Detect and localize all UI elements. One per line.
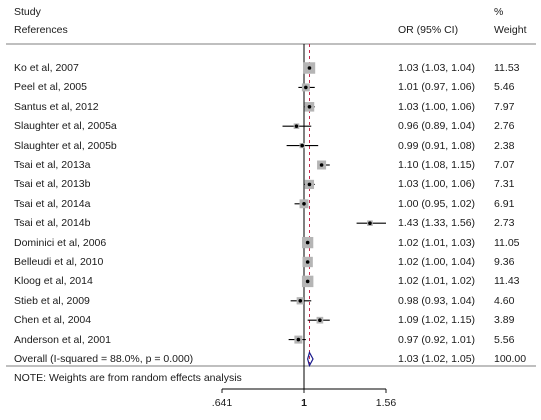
study-label: Tsai et al, 2014b — [14, 217, 91, 230]
or-ci-header: OR (95% CI) — [398, 24, 459, 36]
point-estimate — [304, 85, 308, 90]
weight-header: Weight — [494, 24, 527, 36]
or-ci-value: 1.00 (0.95, 1.02) — [398, 197, 476, 210]
weight-value: 11.05 — [494, 236, 520, 249]
or-ci-value: 1.02 (1.00, 1.04) — [398, 256, 476, 268]
weight-percent-header: % — [494, 6, 504, 18]
x-tick-label: 1 — [301, 397, 307, 409]
study-label: Stieb et al, 2009 — [14, 294, 90, 307]
point-estimate — [318, 318, 322, 323]
point-estimate — [300, 143, 304, 148]
weight-value: 7.97 — [494, 100, 515, 113]
study-label: Dominici et al, 2006 — [14, 236, 107, 249]
point-estimate — [319, 163, 324, 167]
weight-value: 5.46 — [494, 81, 515, 94]
weight-value: 2.38 — [494, 139, 515, 152]
point-estimate — [294, 124, 299, 128]
point-estimate — [305, 279, 310, 284]
study-label: Tsai et al, 2014a — [14, 197, 91, 210]
study-label: Ko et al, 2007 — [14, 62, 79, 74]
point-estimate — [368, 221, 372, 225]
footnote: NOTE: Weights are from random effects an… — [14, 372, 242, 384]
weight-value: 7.31 — [494, 178, 515, 191]
or-ci-value: 0.96 (0.89, 1.04) — [398, 120, 476, 133]
weight-value: 3.89 — [494, 314, 515, 327]
study-label: Santus et al, 2012 — [14, 100, 99, 113]
point-estimate — [302, 202, 306, 206]
or-ci-value: 0.98 (0.93, 1.04) — [398, 294, 476, 307]
study-label: Anderson et al, 2001 — [14, 333, 111, 346]
point-estimate — [307, 105, 312, 109]
weight-value: 11.43 — [494, 275, 520, 288]
point-estimate — [307, 66, 312, 70]
or-ci-value: 1.43 (1.33, 1.56) — [398, 217, 476, 230]
or-ci-value: 1.01 (0.97, 1.06) — [398, 81, 476, 94]
point-estimate — [305, 260, 310, 264]
weight-value: 9.36 — [494, 256, 515, 268]
or-ci-value: 1.10 (1.08, 1.15) — [398, 159, 476, 171]
study-label: Slaughter et al, 2005b — [14, 139, 117, 152]
references-header: References — [14, 24, 68, 36]
point-estimate — [296, 337, 301, 342]
study-label: Belleudi et al, 2010 — [14, 256, 104, 268]
weight-value: 5.56 — [494, 333, 515, 346]
point-estimate — [305, 240, 310, 245]
weight-value: 6.91 — [494, 197, 515, 210]
overall-or-ci-value: 1.03 (1.02, 1.05) — [398, 353, 476, 365]
study-label: Kloog et al, 2014 — [14, 275, 93, 288]
weight-value: 4.60 — [494, 294, 515, 307]
overall-label: Overall (I-squared = 88.0%, p = 0.000) — [14, 353, 194, 365]
x-tick-label: .641 — [211, 397, 233, 409]
or-ci-value: 0.99 (0.91, 1.08) — [398, 139, 476, 152]
point-estimate — [307, 182, 312, 187]
study-label: Slaughter et al, 2005a — [14, 120, 117, 133]
or-ci-value: 1.03 (1.00, 1.06) — [398, 178, 476, 191]
weight-value: 2.76 — [494, 120, 515, 133]
or-ci-value: 1.03 (1.03, 1.04) — [398, 62, 476, 74]
or-ci-value: 1.09 (1.02, 1.15) — [398, 314, 476, 327]
x-tick-label: 1.56 — [375, 397, 397, 409]
weight-value: 11.53 — [494, 62, 520, 74]
or-ci-value: 1.03 (1.00, 1.06) — [398, 100, 476, 113]
or-ci-value: 1.02 (1.01, 1.03) — [398, 236, 476, 249]
study-label: Chen et al, 2004 — [14, 314, 92, 327]
or-ci-value: 0.97 (0.92, 1.01) — [398, 333, 476, 346]
or-ci-value: 1.02 (1.01, 1.02) — [398, 275, 476, 288]
weight-value: 7.07 — [494, 159, 515, 171]
study-label: Peel et al, 2005 — [14, 81, 87, 94]
study-header: Study — [14, 6, 41, 18]
point-estimate — [298, 299, 303, 303]
overall-weight-value: 100.00 — [494, 353, 527, 365]
overall-diamond — [307, 350, 314, 368]
study-label: Tsai et al, 2013b — [14, 178, 91, 191]
study-label: Tsai et al, 2013a — [14, 159, 91, 171]
weight-value: 2.73 — [494, 217, 515, 230]
